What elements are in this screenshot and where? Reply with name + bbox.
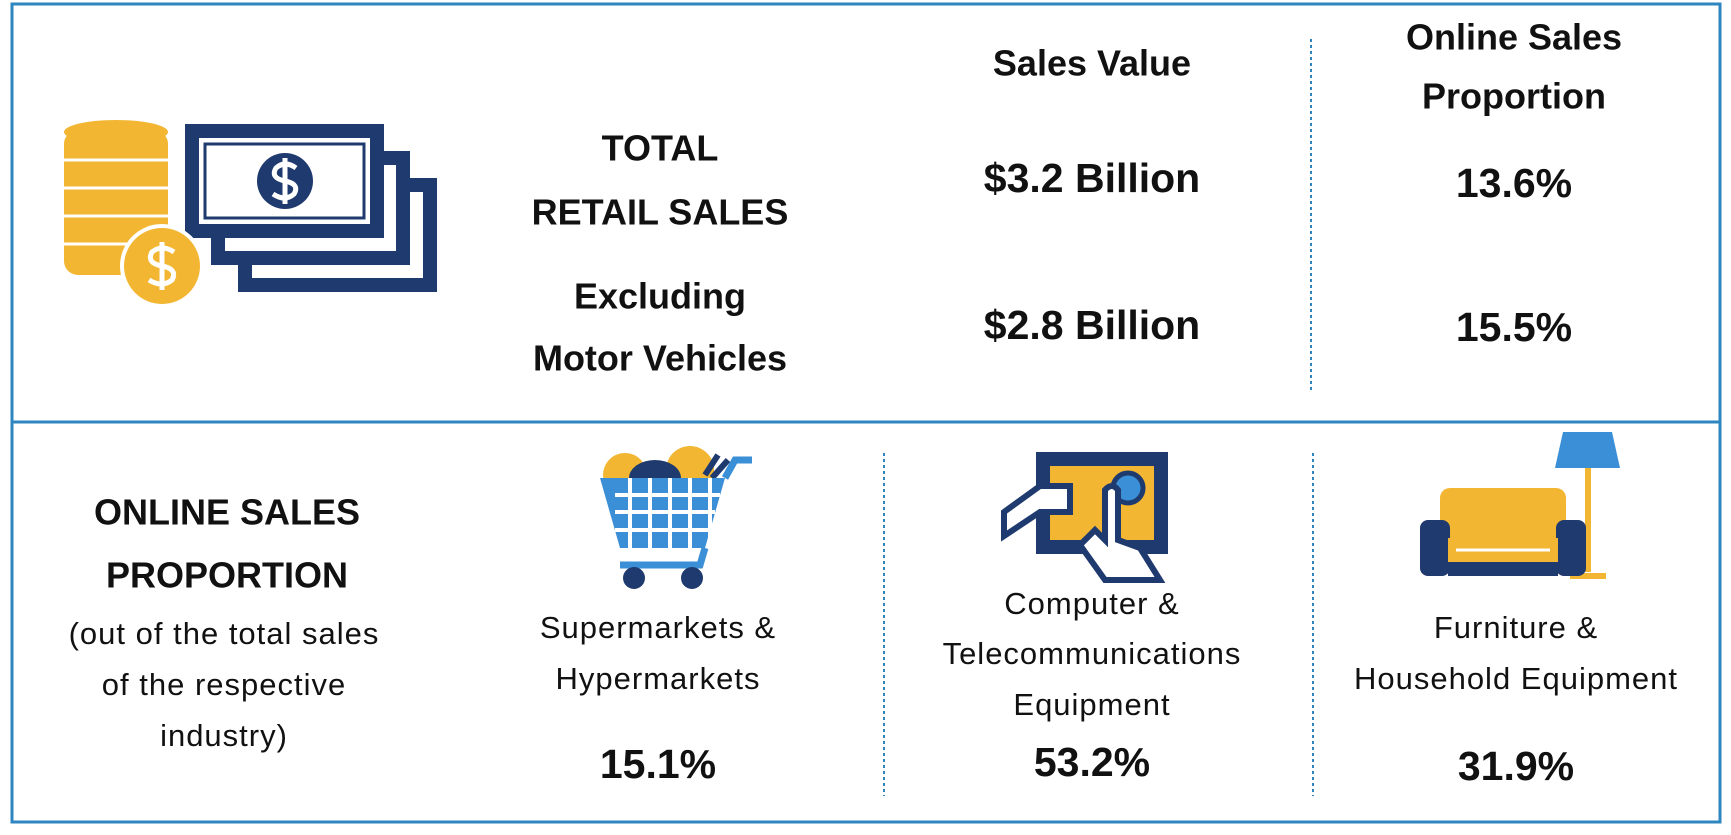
category-value: 31.9% <box>1458 743 1574 789</box>
column-header: Proportion <box>1422 76 1606 117</box>
outer-border <box>10 2 1722 824</box>
category-name: Equipment <box>1013 687 1170 722</box>
row-label: Excluding <box>574 276 746 317</box>
cart-icon <box>600 446 752 589</box>
sales-value: $2.8 Billion <box>984 302 1200 348</box>
category-value: 53.2% <box>1034 739 1150 785</box>
category-name: Computer & <box>1004 586 1179 621</box>
category-name: Furniture & <box>1434 610 1598 645</box>
section-subtitle: of the respective <box>102 667 346 702</box>
sales-value: $3.2 Billion <box>984 155 1200 201</box>
furniture-icon <box>1420 432 1620 579</box>
category-name: Supermarkets & <box>540 610 776 645</box>
money-icon <box>64 120 437 308</box>
section-title: PROPORTION <box>106 555 348 596</box>
section-subtitle: industry) <box>160 718 288 753</box>
column-header: Online Sales <box>1406 17 1622 58</box>
category-name: Telecommunications <box>943 636 1242 671</box>
online-proportion: 15.5% <box>1456 304 1572 350</box>
category-name: Hypermarkets <box>556 661 761 696</box>
row-label: RETAIL SALES <box>532 192 789 233</box>
online-proportion: 13.6% <box>1456 160 1572 206</box>
row-label: TOTAL <box>602 128 719 169</box>
section-subtitle: (out of the total sales <box>69 616 380 651</box>
row-label: Motor Vehicles <box>533 338 787 379</box>
tablet-icon <box>1001 452 1168 583</box>
category-name: Household Equipment <box>1354 661 1678 696</box>
section-title: ONLINE SALES <box>94 492 360 533</box>
category-value: 15.1% <box>600 741 716 787</box>
column-header: Sales Value <box>993 43 1191 84</box>
